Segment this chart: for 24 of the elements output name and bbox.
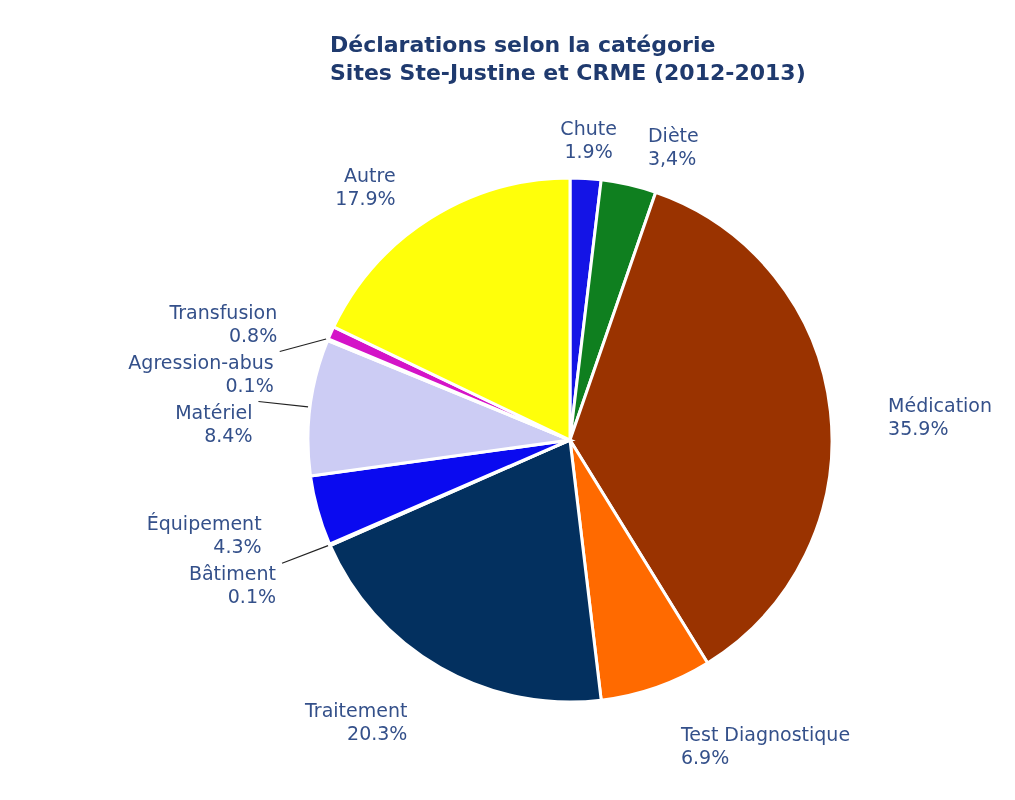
slice-label: Transfusion	[168, 300, 278, 323]
data-label: 6.9%	[680, 745, 730, 768]
slice-label: Traitement	[304, 699, 408, 722]
slice-label: Diète	[647, 123, 699, 146]
slice-label: Chute	[560, 116, 617, 139]
data-label: 20.3%	[347, 722, 408, 745]
data-label: 1.9%	[564, 139, 613, 162]
slice-label: Matériel	[175, 400, 253, 423]
chart-title: Déclarations selon la catégorie	[330, 32, 716, 57]
data-label: 4.3%	[213, 535, 262, 558]
data-label: 0.1%	[227, 585, 277, 608]
data-label: 0.1%	[225, 373, 274, 396]
data-label: 35.9%	[888, 416, 949, 439]
data-label: 3,4%	[647, 146, 697, 169]
data-label: 0.8%	[228, 323, 278, 346]
data-label: 8.4%	[204, 423, 253, 446]
data-label: 17.9%	[335, 187, 396, 210]
slice-label: Médication	[888, 393, 993, 416]
chart-subtitle: Sites Ste-Justine et CRME (2012-2013)	[330, 60, 806, 85]
slice-label: Agression-abus	[128, 350, 274, 373]
slice-label: Bâtiment	[188, 562, 277, 585]
slice-label: Équipement	[146, 512, 262, 535]
slice-label: Test Diagnostique	[679, 722, 851, 745]
slice-label: Autre	[344, 164, 396, 187]
